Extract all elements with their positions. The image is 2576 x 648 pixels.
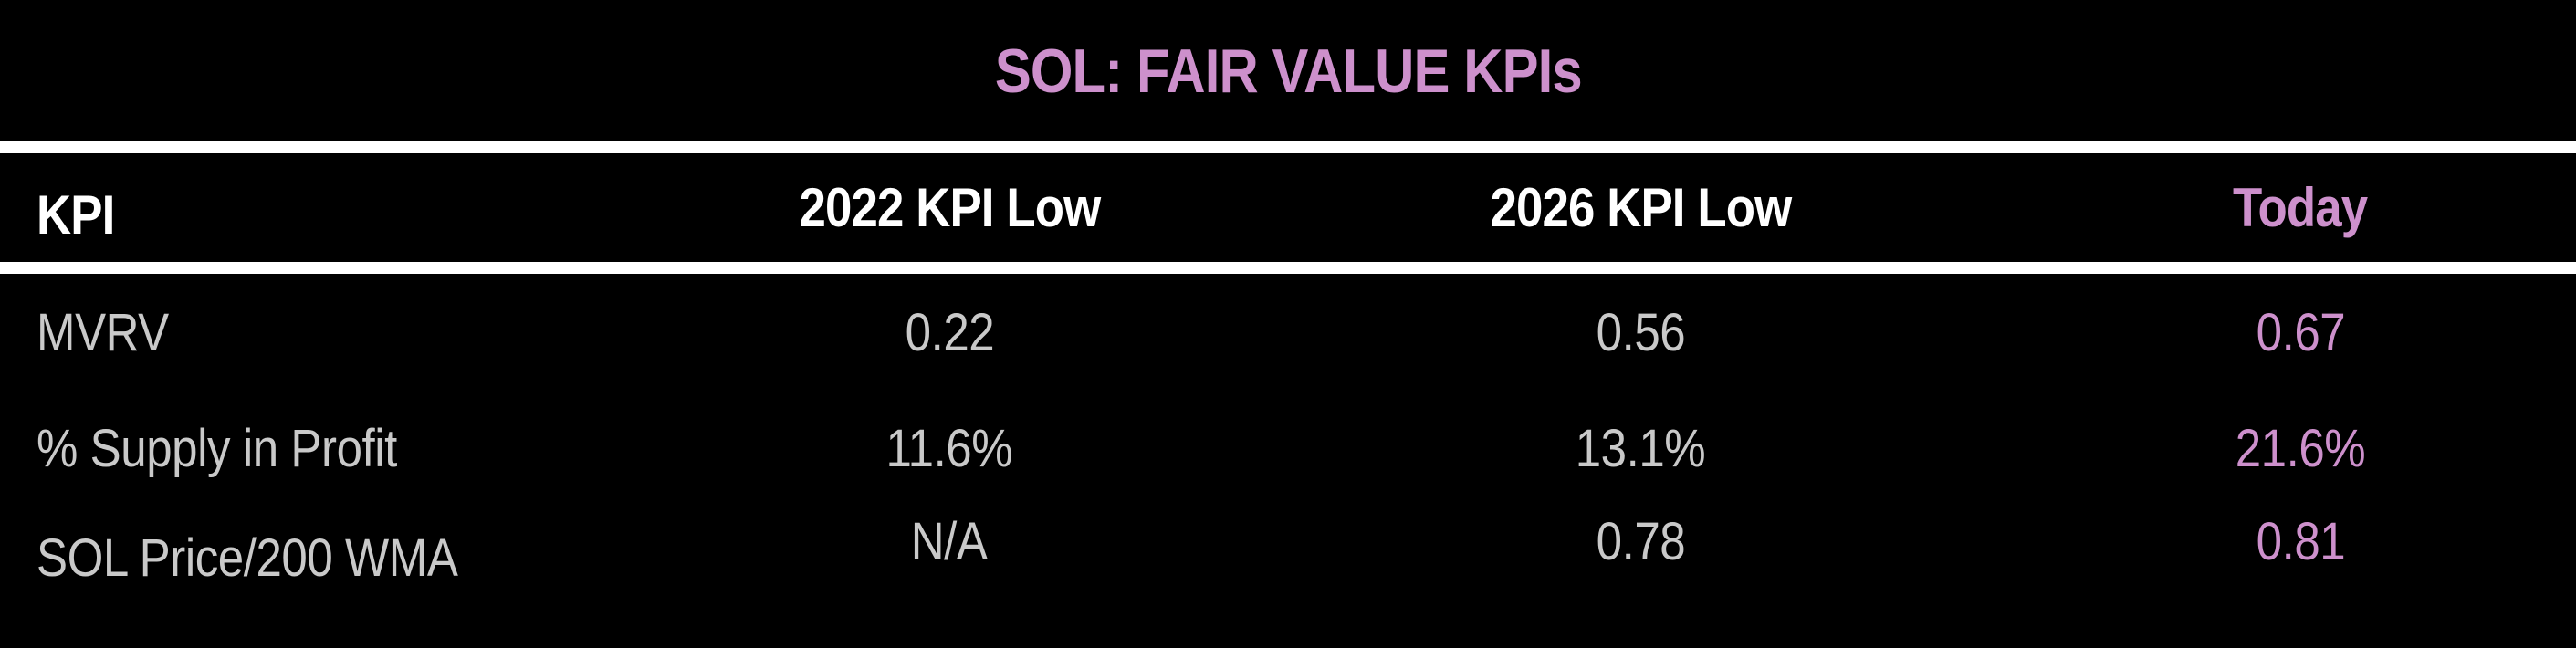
cell-mvrv-2026-low: 0.56	[1256, 274, 2025, 391]
table-row: % Supply in Profit 11.6% 13.1% 21.6%	[0, 391, 2576, 507]
cell-supply-2026-low-value: 13.1%	[1575, 419, 1706, 478]
cell-mvrv-today: 0.67	[2025, 274, 2576, 391]
column-header-2026-kpi-low-label: 2026 KPI Low	[1490, 177, 1792, 238]
table-header-row: KPI 2022 KPI Low 2026 KPI Low Today	[0, 153, 2576, 262]
cell-mvrv-2022-low: 0.22	[643, 274, 1256, 391]
cell-solprice-today-value: 0.81	[2256, 511, 2345, 571]
row-label-mvrv-text: MVRV	[37, 302, 169, 362]
table-row: SOL Price/200 WMA N/A 0.78 0.81	[0, 507, 2576, 609]
column-header-2022-kpi-low-label: 2022 KPI Low	[799, 177, 1101, 238]
divider-top	[0, 141, 2576, 153]
cell-supply-2026-low: 13.1%	[1256, 391, 2025, 507]
cell-solprice-2022-low-value: N/A	[911, 511, 988, 571]
cell-supply-2022-low-value: 11.6%	[885, 419, 1013, 478]
cell-mvrv-today-value: 0.67	[2256, 302, 2345, 362]
row-label-sol-price-200-wma-text: SOL Price/200 WMA	[37, 528, 458, 588]
column-header-today: Today	[2025, 153, 2576, 262]
row-label-supply-in-profit: % Supply in Profit	[0, 391, 643, 507]
row-label-sol-price-200-wma: SOL Price/200 WMA	[0, 507, 643, 609]
cell-mvrv-2026-low-value: 0.56	[1596, 302, 1685, 362]
cell-supply-today-value: 21.6%	[2235, 419, 2366, 478]
column-header-kpi: KPI	[0, 153, 643, 262]
cell-solprice-2022-low: N/A	[643, 507, 1256, 609]
table-title: SOL: FAIR VALUE KPIs	[994, 36, 1583, 106]
column-header-today-label: Today	[2233, 177, 2368, 238]
row-label-supply-in-profit-text: % Supply in Profit	[37, 419, 397, 478]
cell-solprice-today: 0.81	[2025, 507, 2576, 609]
row-label-mvrv: MVRV	[0, 274, 643, 391]
column-header-kpi-label: KPI	[37, 184, 115, 246]
divider-header-bottom	[0, 262, 2576, 274]
cell-mvrv-2022-low-value: 0.22	[905, 302, 994, 362]
cell-supply-today: 21.6%	[2025, 391, 2576, 507]
table-row: MVRV 0.22 0.56 0.67	[0, 274, 2576, 391]
cell-solprice-2026-low-value: 0.78	[1596, 511, 1685, 571]
table-title-bar: SOL: FAIR VALUE KPIs	[0, 0, 2576, 141]
cell-supply-2022-low: 11.6%	[643, 391, 1256, 507]
column-header-2022-kpi-low: 2022 KPI Low	[643, 153, 1256, 262]
column-header-2026-kpi-low: 2026 KPI Low	[1256, 153, 2025, 262]
cell-solprice-2026-low: 0.78	[1256, 507, 2025, 609]
